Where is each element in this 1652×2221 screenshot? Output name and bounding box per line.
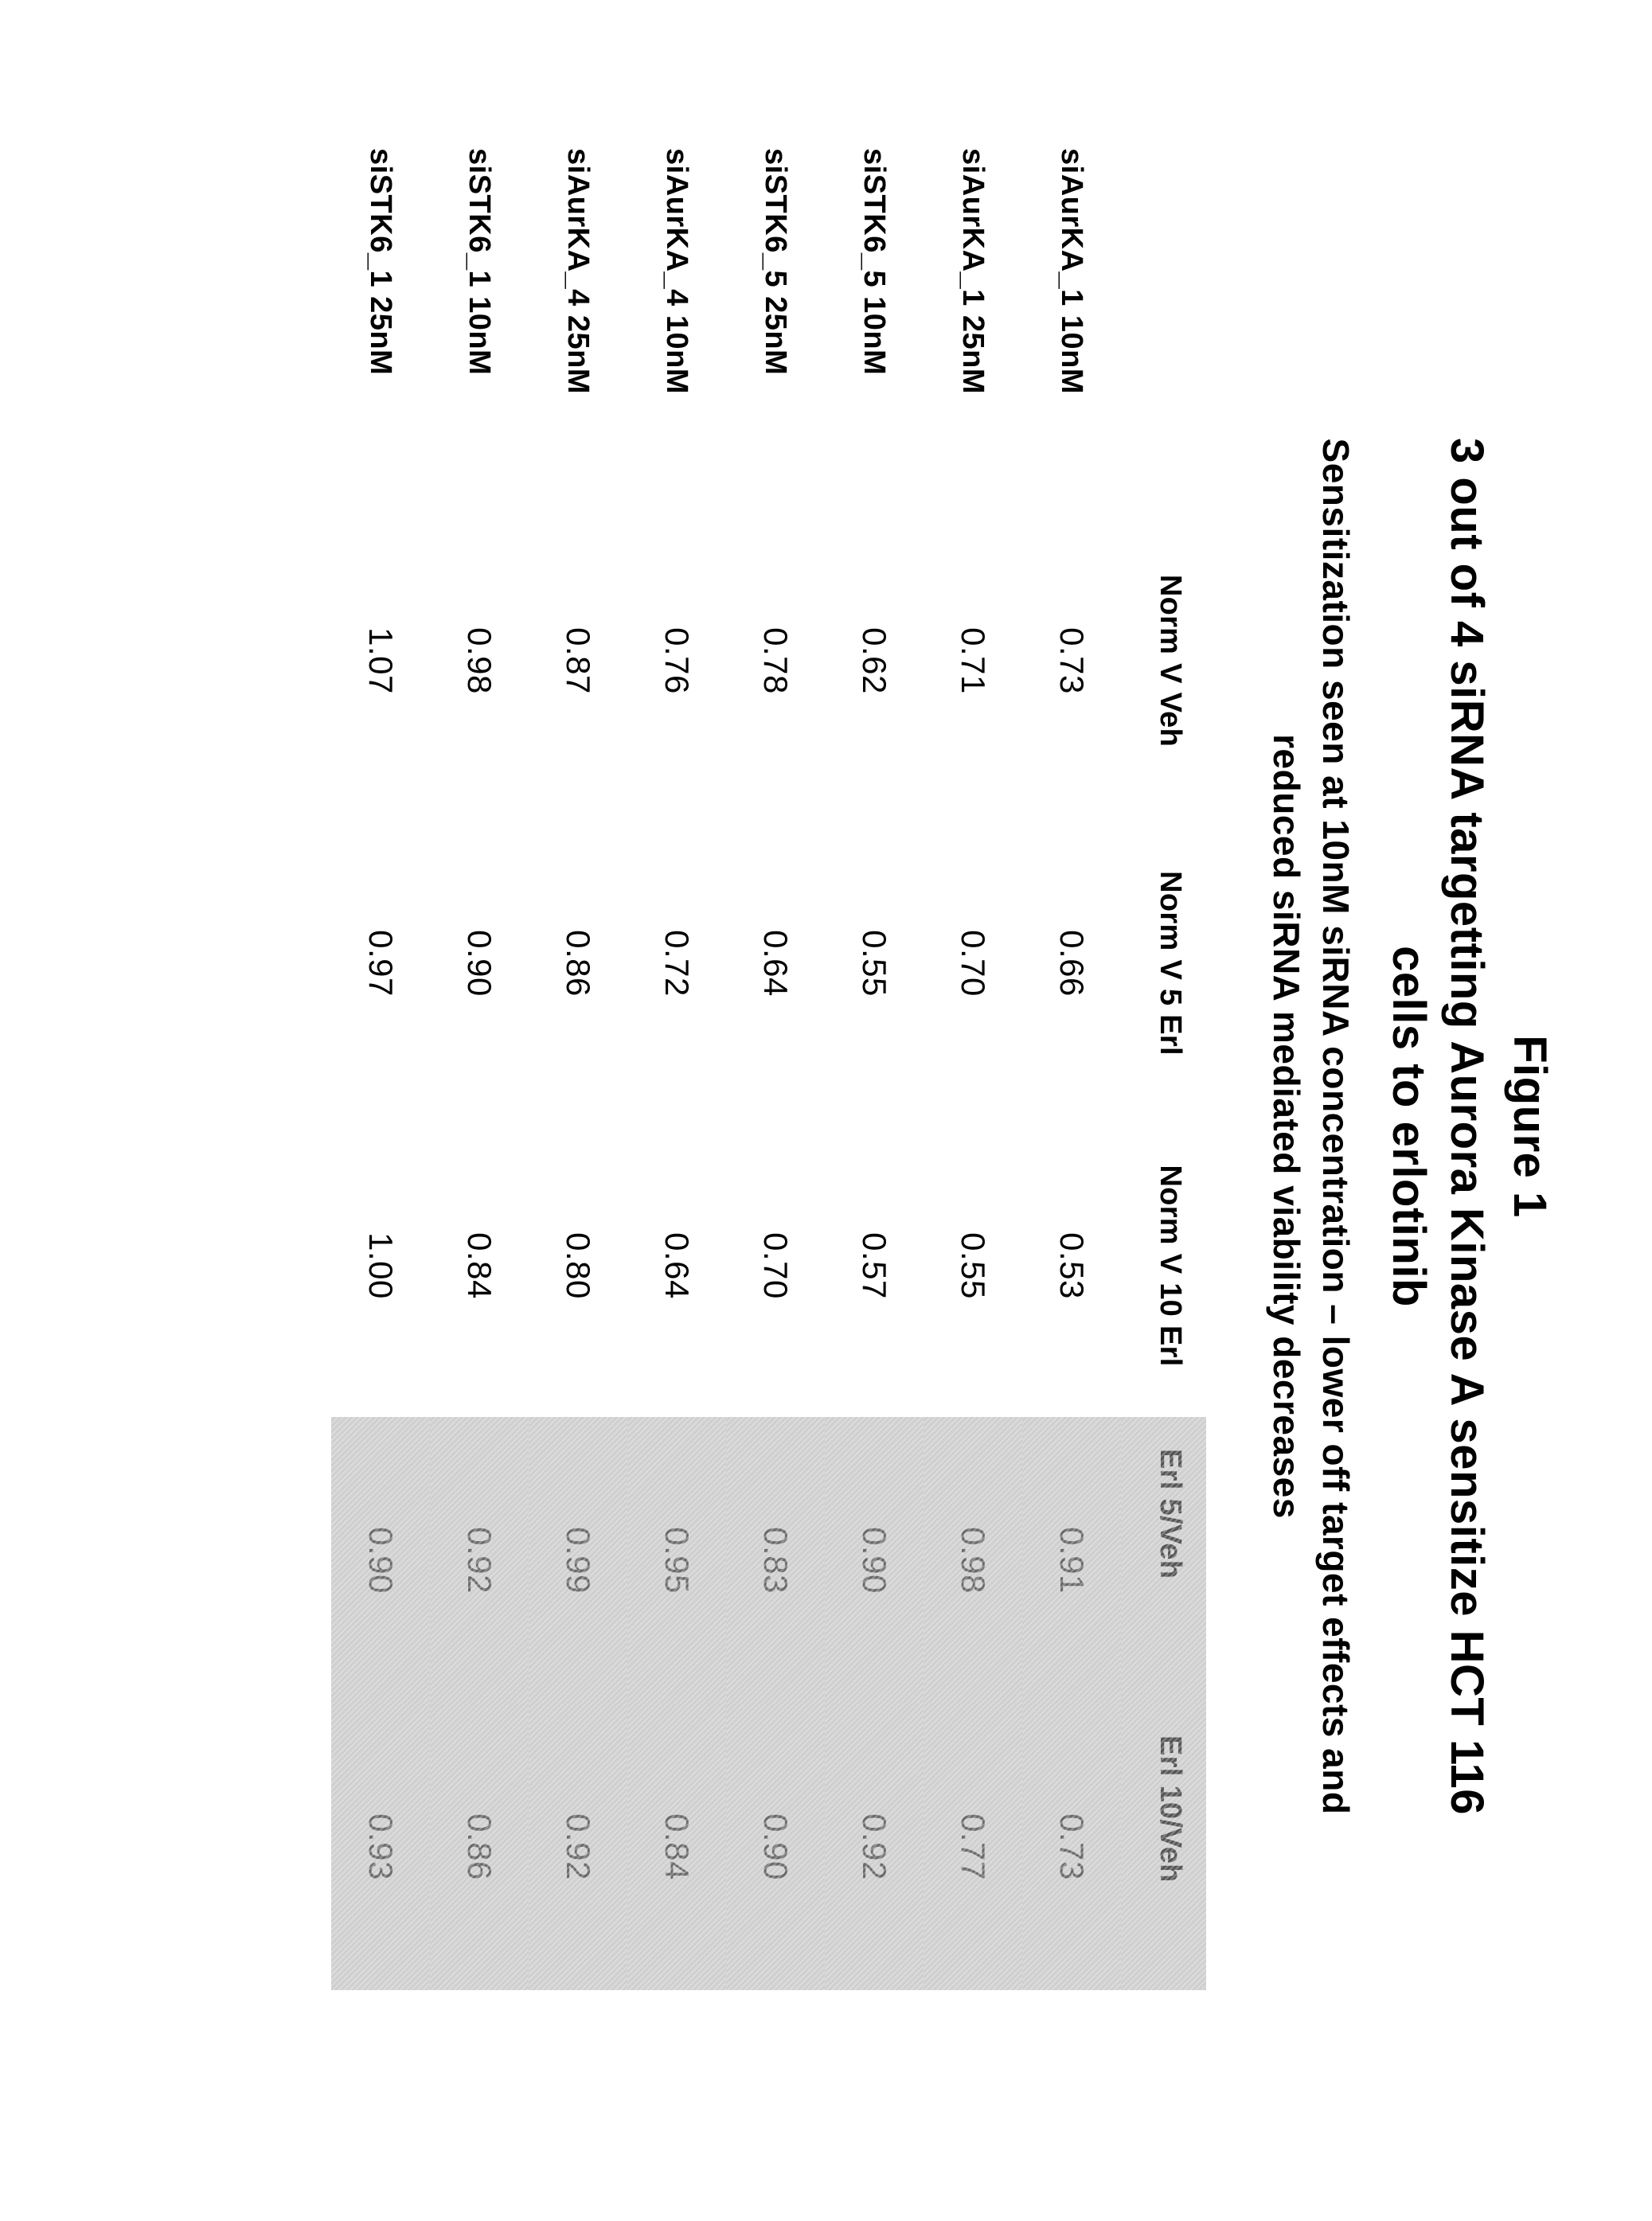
- figure-title: 3 out of 4 siRNA targetting Aurora Kinas…: [1380, 143, 1495, 2110]
- data-table: Norm V Veh Norm V 5 Erl Norm V 10 Erl Er…: [331, 143, 1206, 2110]
- page: Figure 1 3 out of 4 siRNA targetting Aur…: [0, 0, 1652, 2221]
- row-label: siSTK6_1 10nM: [432, 143, 526, 509]
- table-cell: 0.66: [1022, 812, 1121, 1114]
- col-header-5: Erl 10/Veh: [1121, 1704, 1206, 1990]
- table-cell: 0.90: [726, 1704, 825, 1990]
- table-cell: 0.55: [825, 812, 924, 1114]
- col-header-4: Erl 5/Veh: [1121, 1417, 1206, 1704]
- table-cell: 0.90: [331, 1417, 430, 1704]
- col-header-rowlabel: [1138, 143, 1189, 509]
- row-label: siAurKA_1 25nM: [925, 143, 1020, 509]
- table-cell: 0.98: [430, 509, 529, 812]
- row-label: siAurKA_4 10nM: [629, 143, 724, 509]
- table-cell: 0.92: [825, 1704, 924, 1990]
- table-cell: 0.84: [627, 1704, 726, 1990]
- table-cell: 0.77: [924, 1704, 1022, 1990]
- table-cell: 0.80: [529, 1114, 627, 1417]
- row-label: siAurKA_1 10nM: [1024, 143, 1119, 509]
- table-cell: 1.00: [331, 1114, 430, 1417]
- table-cell: 0.86: [529, 812, 627, 1114]
- table-cell: 0.64: [726, 812, 825, 1114]
- table-cell: 0.57: [825, 1114, 924, 1417]
- table-cell: 0.87: [529, 509, 627, 812]
- table-cell: 1.07: [331, 509, 430, 812]
- table-cell: 0.83: [726, 1417, 825, 1704]
- row-label: siAurKA_4 25nM: [530, 143, 625, 509]
- row-label: siSTK6_5 10nM: [826, 143, 921, 509]
- table-cell: 0.70: [924, 812, 1022, 1114]
- figure-content: Figure 1 3 out of 4 siRNA targetting Aur…: [0, 0, 1652, 2221]
- table-cell: 0.62: [825, 509, 924, 812]
- table-cell: 0.91: [1022, 1417, 1121, 1704]
- table-cell: 0.99: [529, 1417, 627, 1704]
- table-cell: 0.76: [627, 509, 726, 812]
- table-cell: 0.90: [825, 1417, 924, 1704]
- col-header-2: Norm V 5 Erl: [1121, 812, 1206, 1114]
- table-cell: 0.55: [924, 1114, 1022, 1417]
- table-cell: 0.72: [627, 812, 726, 1114]
- table-cell: 0.90: [430, 812, 529, 1114]
- table-cell: 0.97: [331, 812, 430, 1114]
- table-cell: 0.73: [1022, 509, 1121, 812]
- table-cell: 0.93: [331, 1704, 430, 1990]
- rotated-container: Figure 1 3 out of 4 siRNA targetting Aur…: [0, 0, 1652, 2221]
- table-cell: 0.92: [430, 1417, 529, 1704]
- table-cell: 0.92: [529, 1704, 627, 1990]
- table-cell: 0.78: [726, 509, 825, 812]
- figure-subtitle: Sensitization seen at 10nM siRNA concent…: [1262, 143, 1361, 2110]
- table-cell: 0.70: [726, 1114, 825, 1417]
- table-cell: 0.98: [924, 1417, 1022, 1704]
- row-label: siSTK6_1 25nM: [333, 143, 428, 509]
- table-cell: 0.71: [924, 509, 1022, 812]
- table-cell: 0.53: [1022, 1114, 1121, 1417]
- row-label: siSTK6_5 25nM: [728, 143, 822, 509]
- table-cell: 0.73: [1022, 1704, 1121, 1990]
- figure-label: Figure 1: [1503, 143, 1556, 2110]
- table-cell: 0.64: [627, 1114, 726, 1417]
- table-cell: 0.95: [627, 1417, 726, 1704]
- col-header-3: Norm V 10 Erl: [1121, 1114, 1206, 1417]
- table-cell: 0.86: [430, 1704, 529, 1990]
- table-cell: 0.84: [430, 1114, 529, 1417]
- col-header-1: Norm V Veh: [1121, 509, 1206, 812]
